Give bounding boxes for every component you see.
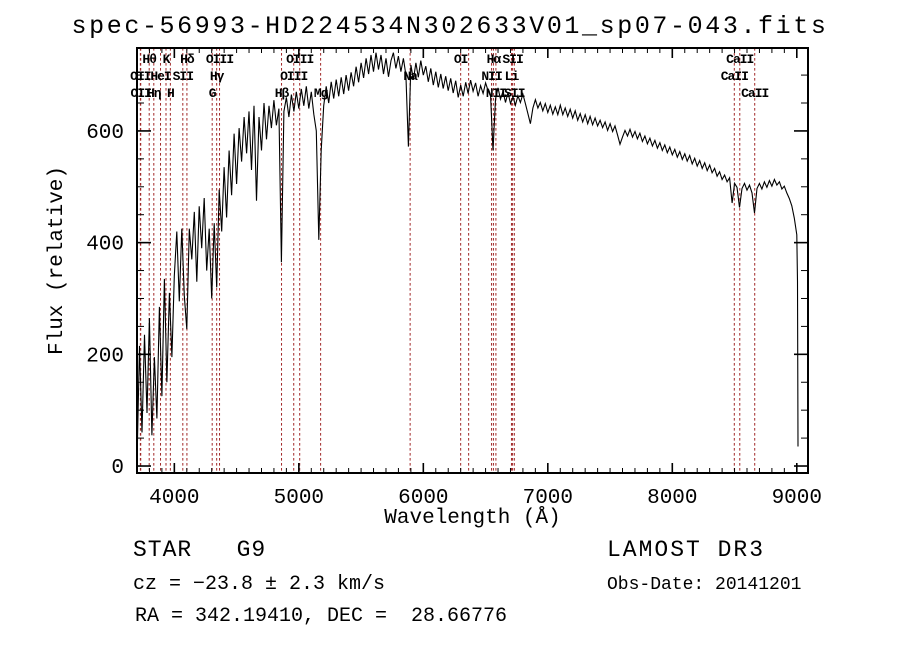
x-tick-label: 4000 [149, 487, 199, 510]
x-tick-label: 8000 [647, 487, 697, 510]
spectral-line-label: SII [502, 52, 523, 67]
x-tick-label: 7000 [523, 487, 573, 510]
spectral-line-label: Hδ [180, 52, 195, 67]
spectral-line-label: OIII [280, 69, 307, 84]
x-tick-label: 9000 [772, 487, 822, 510]
spectral-line-label: OIII [206, 52, 233, 67]
y-tick-label: 200 [86, 345, 124, 368]
spectral-line-label: K [163, 52, 171, 67]
spectral-line-label: OII [131, 86, 152, 101]
y-tick-label: 0 [111, 457, 124, 480]
spectral-line-label: Hγ [210, 69, 225, 84]
spectral-line-label: NII [481, 69, 502, 84]
spectral-line-label: H [167, 86, 174, 101]
spectral-line-label: SII [173, 69, 194, 84]
plot-frame [136, 47, 809, 474]
survey-label: LAMOST DR3 [607, 537, 766, 563]
spectral-line-label: CaII [726, 52, 753, 67]
y-tick-label: 600 [86, 122, 124, 145]
spectral-line-label: Li [505, 69, 520, 84]
object-class-label: STAR G9 [133, 537, 267, 563]
spectral-line-label: G [209, 86, 217, 101]
spectral-line-label: OII [130, 69, 151, 84]
radial-velocity-label: cz = −23.8 ± 2.3 km/s [133, 573, 386, 596]
spectral-line-label: OI [454, 52, 468, 67]
spectral-line-label: CaII [741, 86, 768, 101]
y-axis-label: Flux (relative) [46, 166, 69, 355]
spectrum-curve [137, 52, 799, 464]
spectral-line-label: OIII [286, 52, 313, 67]
x-axis-label: Wavelength (Å) [384, 507, 560, 530]
spectral-line-label: Hβ [275, 86, 290, 101]
spectral-line-label: Hη [147, 86, 162, 101]
x-tick-label: 5000 [274, 487, 324, 510]
spectral-line-label: CaII [721, 69, 748, 84]
plot-title: spec-56993-HD224534N302633V01_sp07-043.f… [71, 12, 829, 41]
y-tick-label: 400 [86, 234, 124, 257]
spectral-line-label: Na [403, 69, 418, 84]
obs-date-label: Obs-Date: 20141201 [607, 575, 802, 595]
spectral-line-label: Hα [487, 52, 502, 67]
ra-dec-label: RA = 342.19410, DEC = 28.66776 [135, 605, 508, 628]
x-tick-label: 6000 [398, 487, 448, 510]
spectral-line-label: HeI [150, 69, 171, 84]
spectral-line-label: Hθ [142, 52, 156, 67]
